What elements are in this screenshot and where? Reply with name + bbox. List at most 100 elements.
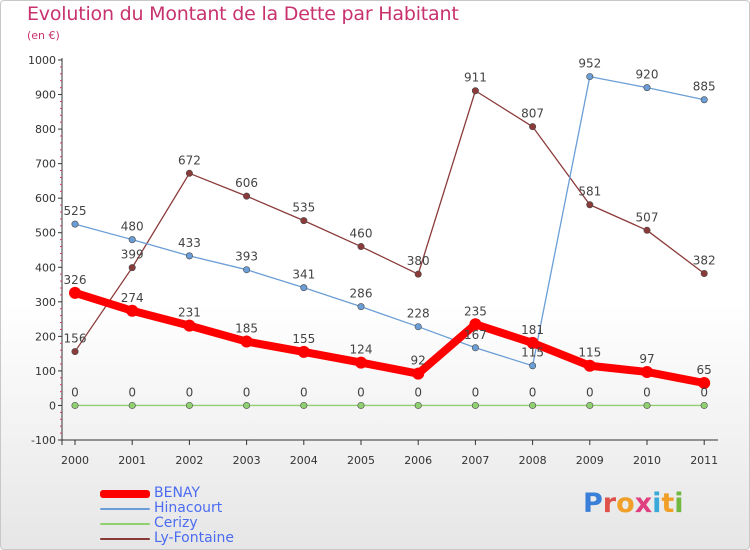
- series-line: [74, 90, 705, 353]
- logo-letter: i: [674, 488, 684, 519]
- x-tick-label: 2000: [61, 454, 89, 467]
- y-tick-label: 600: [35, 192, 56, 205]
- x-tick-label: 2003: [233, 454, 261, 467]
- data-label: 393: [235, 250, 258, 264]
- data-label: 535: [292, 201, 315, 215]
- data-label: 0: [243, 385, 251, 399]
- data-point: [586, 201, 594, 209]
- data-point: [243, 192, 251, 200]
- data-point: [469, 318, 482, 331]
- data-label: 0: [414, 385, 422, 399]
- data-point: [185, 401, 193, 409]
- x-tick-label: 2006: [404, 454, 432, 467]
- data-label: 0: [700, 385, 708, 399]
- x-tick-label: 2002: [175, 454, 203, 467]
- x-tick-label: 2011: [690, 454, 718, 467]
- data-label: 156: [64, 332, 87, 346]
- data-point: [297, 345, 310, 358]
- data-label: 0: [357, 385, 365, 399]
- y-tick-label: 900: [35, 89, 56, 102]
- data-point: [641, 365, 653, 378]
- series-line: [74, 75, 705, 367]
- data-point: [471, 401, 479, 409]
- logo-letter: i: [652, 488, 662, 519]
- data-label: 433: [178, 236, 201, 250]
- data-label: 672: [178, 153, 201, 167]
- proxiti-logo: Proxiti: [583, 488, 684, 519]
- data-label: 0: [300, 385, 308, 399]
- data-label: 167: [464, 328, 487, 342]
- data-label: 606: [235, 176, 258, 190]
- data-label: 920: [636, 68, 659, 82]
- data-point: [698, 377, 711, 389]
- x-tick-label: 2010: [633, 454, 661, 467]
- data-label: 92: [411, 354, 426, 368]
- data-point: [240, 335, 253, 348]
- legend-swatch: [100, 523, 150, 525]
- series-benay: [69, 286, 711, 389]
- data-label: 274: [121, 291, 144, 305]
- data-point: [643, 84, 651, 92]
- data-label: 0: [529, 385, 537, 399]
- series-ly-fontaine: [71, 87, 708, 356]
- data-point: [700, 96, 708, 104]
- data-label: 581: [578, 185, 601, 199]
- logo-letter: x: [634, 488, 653, 519]
- data-point: [414, 401, 422, 409]
- data-point: [357, 401, 365, 409]
- data-point: [529, 123, 537, 131]
- x-tick-label: 2009: [576, 454, 604, 467]
- data-point: [414, 270, 422, 278]
- data-point: [126, 304, 139, 317]
- x-tick-label: 2004: [290, 454, 318, 467]
- logo-letter: t: [661, 488, 675, 519]
- data-point: [357, 303, 365, 311]
- data-point: [300, 284, 308, 292]
- data-point: [71, 348, 79, 356]
- y-tick-label: 100: [35, 365, 56, 378]
- data-label: 341: [292, 268, 315, 282]
- data-point: [355, 356, 367, 369]
- data-label: 228: [407, 307, 430, 321]
- data-label: 507: [636, 210, 659, 224]
- data-point: [586, 73, 594, 81]
- legend-label: Ly-Fontaine: [154, 530, 235, 546]
- data-label: 0: [643, 385, 651, 399]
- data-label: 382: [693, 253, 716, 267]
- y-tick-label: 200: [35, 330, 56, 343]
- data-label: 911: [464, 71, 487, 85]
- legend-item-hinacourt: Hinacourt: [100, 500, 300, 516]
- data-label: 885: [693, 80, 716, 94]
- data-point: [71, 401, 79, 409]
- data-label: 480: [121, 220, 144, 234]
- y-tick-label: 700: [35, 158, 56, 171]
- legend-swatch: [100, 490, 150, 498]
- data-point: [128, 401, 136, 409]
- chart-subtitle: (en €): [27, 29, 60, 42]
- y-tick-label: 0: [49, 399, 56, 412]
- legend-swatch: [100, 538, 150, 540]
- legend-item-cerizy: Cerizy: [100, 515, 300, 531]
- data-label: 0: [586, 385, 594, 399]
- data-label: 952: [578, 57, 601, 71]
- data-label: 460: [350, 227, 373, 241]
- data-label: 155: [292, 332, 315, 346]
- y-tick-label: 800: [35, 123, 56, 136]
- data-label: 115: [521, 346, 544, 360]
- legend-label: Cerizy: [154, 515, 198, 531]
- series-line: [71, 288, 709, 387]
- data-point: [357, 243, 365, 251]
- data-label: 0: [186, 385, 194, 399]
- data-label: 0: [71, 385, 79, 399]
- data-point: [128, 264, 136, 272]
- data-label: 235: [464, 304, 487, 318]
- data-point: [183, 319, 196, 332]
- data-label: 231: [178, 306, 201, 320]
- data-point: [471, 344, 479, 352]
- data-point: [300, 401, 308, 409]
- data-label: 115: [578, 346, 601, 360]
- chart-legend: BENAY Hinacourt Cerizy Ly-Fontaine: [100, 485, 300, 546]
- data-point: [71, 220, 79, 228]
- data-point: [643, 226, 651, 234]
- series-hinacourt: [71, 73, 708, 370]
